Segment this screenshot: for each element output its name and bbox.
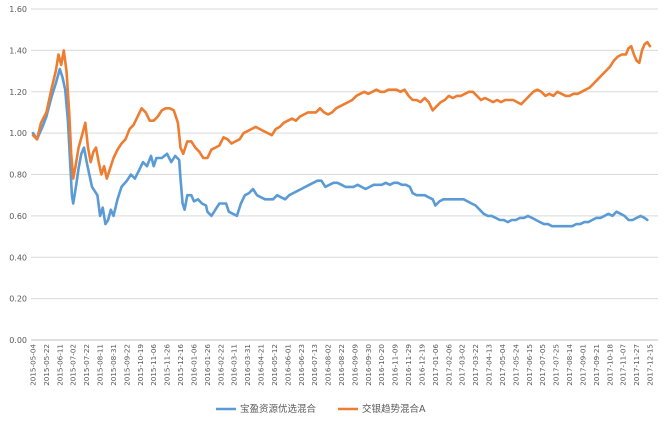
gridlines (31, 8, 658, 341)
x-tick-label: 2016-08-02 (324, 344, 333, 386)
series-line-1 (31, 67, 649, 228)
x-tick-label: 2017-06-15 (525, 344, 534, 386)
y-axis: 0.00 0.20 0.40 0.60 0.80 1.00 1.20 1.40 1.60 (9, 5, 27, 345)
x-tick-label: 2016-11-09 (391, 344, 400, 386)
x-tick-label: 2016-11-29 (404, 344, 413, 386)
x-axis: 2015-05-04 2015-05-22 2015-06-11 2015-07-02… (29, 344, 655, 386)
x-tick-label: 2015-05-04 (29, 344, 38, 386)
x-tick-label: 2016-04-21 (257, 344, 266, 386)
x-tick-label: 2017-07-25 (552, 344, 561, 386)
x-tick-label: 2015-07-22 (82, 344, 91, 386)
x-tick-label: 2016-02-22 (216, 344, 225, 386)
x-tick-label: 2017-09-21 (592, 344, 601, 386)
x-tick-label: 2015-08-11 (96, 344, 105, 386)
y-tick-label: 0.80 (9, 171, 27, 180)
x-tick-label: 2016-01-26 (203, 344, 212, 386)
x-tick-label: 2016-06-01 (283, 344, 292, 386)
x-tick-label: 2017-01-06 (431, 344, 440, 386)
x-tick-label: 2015-08-31 (109, 344, 118, 386)
x-tick-label: 2017-11-27 (632, 344, 641, 386)
x-tick-label: 2017-05-04 (498, 344, 507, 386)
x-tick-label: 2016-08-22 (337, 344, 346, 386)
x-tick-label: 2015-11-26 (163, 344, 172, 386)
x-tick-label: 2015-10-19 (136, 344, 145, 386)
x-tick-label: 2015-11-06 (149, 344, 158, 386)
x-tick-label: 2016-05-12 (270, 344, 279, 386)
x-tick-label: 2017-02-06 (444, 344, 453, 386)
legend-label: 交银趋势混合A (362, 403, 426, 415)
x-tick-label: 2016-07-13 (310, 344, 319, 386)
x-tick-label: 2017-03-02 (458, 344, 467, 386)
x-tick-label: 2017-05-24 (511, 344, 520, 386)
y-tick-label: 0.40 (9, 253, 27, 262)
x-tick-label: 2017-09-01 (578, 344, 587, 386)
y-tick-label: 1.00 (9, 129, 27, 138)
x-tick-label: 2017-11-07 (619, 344, 628, 386)
x-tick-label: 2016-03-31 (243, 344, 252, 386)
x-tick-label: 2015-09-22 (122, 344, 131, 386)
legend: 宝盈资源优选混合 交银趋势混合A (216, 403, 426, 415)
x-tick-label: 2016-03-11 (230, 344, 239, 386)
x-tick-label: 2015-06-11 (55, 344, 64, 386)
x-tick-label: 2016-10-20 (377, 344, 386, 386)
y-tick-label: 0.60 (9, 212, 27, 221)
x-tick-label: 2015-12-16 (176, 344, 185, 386)
x-tick-label: 2016-06-23 (297, 344, 306, 386)
x-tick-label: 2016-01-06 (189, 344, 198, 386)
x-tick-label: 2017-08-14 (565, 344, 574, 386)
y-tick-label: 1.20 (9, 88, 27, 97)
x-tick-label: 2017-07-05 (538, 344, 547, 386)
x-tick-label: 2015-05-22 (42, 344, 51, 386)
legend-label: 宝盈资源优选混合 (240, 403, 317, 415)
series-lines (31, 40, 652, 228)
x-tick-label: 2017-12-15 (646, 344, 655, 386)
y-tick-label: 0.00 (9, 336, 27, 345)
x-tick-label: 2017-04-13 (485, 344, 494, 386)
x-tick-label: 2016-09-30 (364, 344, 373, 386)
x-tick-label: 2017-03-22 (471, 344, 480, 386)
series-line-2 (31, 40, 652, 180)
y-tick-label: 1.40 (9, 46, 27, 55)
x-tick-label: 2017-10-18 (605, 344, 614, 386)
y-tick-label: 1.60 (9, 5, 27, 14)
x-tick-label: 2015-07-02 (69, 344, 78, 386)
y-tick-label: 0.20 (9, 295, 27, 304)
x-tick-label: 2016-12-19 (417, 344, 426, 386)
x-tick-label: 2016-09-09 (350, 344, 359, 386)
